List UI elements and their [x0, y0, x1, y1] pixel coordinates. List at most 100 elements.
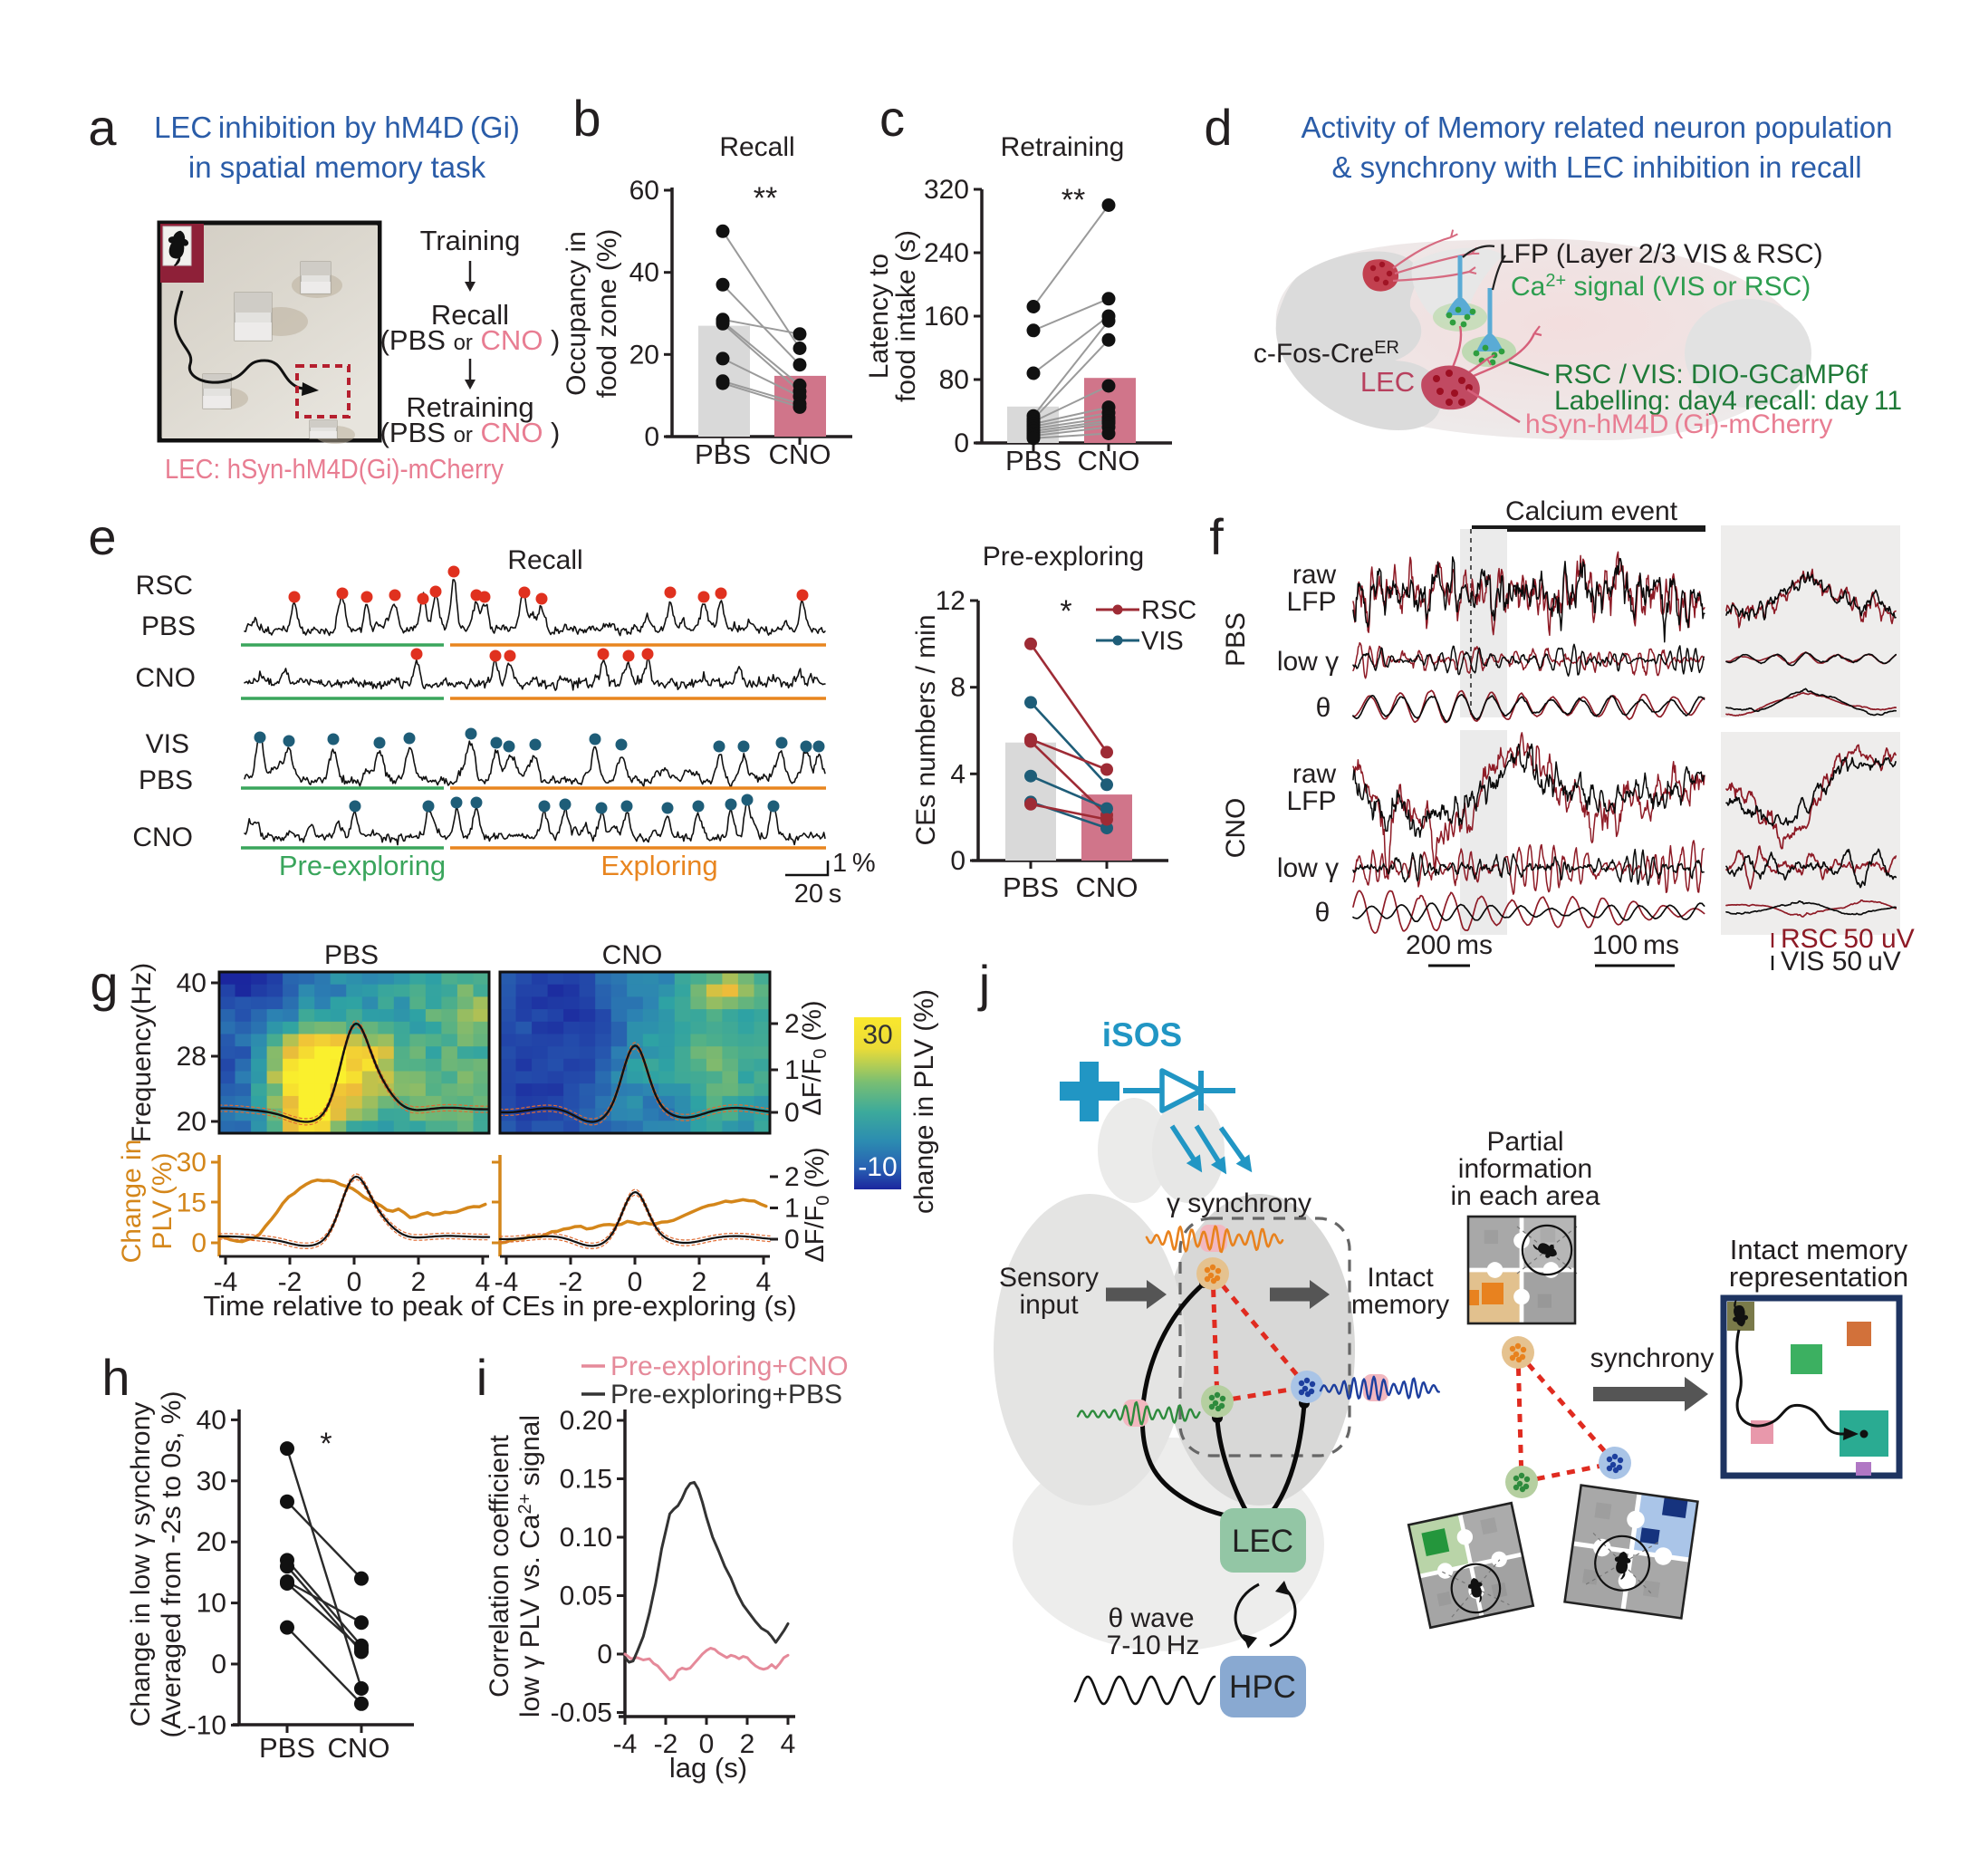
svg-text:RSC / VIS: DIO-GCaMP6f: RSC / VIS: DIO-GCaMP6f — [1554, 360, 1869, 390]
svg-text:LFP: LFP — [1286, 786, 1336, 816]
svg-text:-2: -2 — [559, 1267, 583, 1297]
svg-text:PBS: PBS — [324, 940, 379, 970]
svg-text:iSOS: iSOS — [1102, 1016, 1182, 1053]
svg-text:0.15: 0.15 — [560, 1465, 612, 1495]
svg-text:-0.05: -0.05 — [551, 1698, 612, 1728]
svg-text:0: 0 — [628, 1267, 643, 1297]
svg-text:e: e — [88, 508, 116, 565]
svg-text:**: ** — [754, 181, 777, 216]
svg-text:LEC: LEC — [1360, 366, 1415, 398]
svg-text:food intake (s): food intake (s) — [891, 230, 921, 402]
svg-text:memory: memory — [1351, 1290, 1449, 1320]
svg-text:Activity of Memory related neu: Activity of Memory related neuron popula… — [1301, 111, 1892, 144]
svg-text:20: 20 — [197, 1527, 226, 1557]
svg-text:0: 0 — [784, 1225, 800, 1255]
svg-text:g: g — [90, 955, 118, 1012]
svg-text:CNO: CNO — [328, 1732, 390, 1764]
svg-text:d: d — [1204, 99, 1232, 156]
svg-text:Retraining: Retraining — [406, 391, 533, 423]
svg-text:Pre-exploring: Pre-exploring — [279, 850, 446, 881]
svg-text:100 ms: 100 ms — [1592, 930, 1679, 960]
svg-text:LEC inhibition by hM4D (Gi): LEC inhibition by hM4D (Gi) — [154, 111, 520, 144]
svg-text:hSyn-hM4D (Gi)-mCherry: hSyn-hM4D (Gi)-mCherry — [1525, 409, 1832, 439]
svg-text:CNO: CNO — [769, 438, 831, 470]
svg-text:-10: -10 — [858, 1152, 897, 1182]
svg-text:VIS: VIS — [1141, 627, 1184, 656]
svg-text:raw: raw — [1292, 759, 1337, 789]
svg-text:CEs numbers / min: CEs numbers / min — [911, 614, 941, 845]
svg-text:2: 2 — [692, 1267, 707, 1297]
svg-text:Recall: Recall — [719, 132, 794, 162]
svg-text:40: 40 — [177, 968, 207, 998]
svg-text:40: 40 — [629, 258, 659, 288]
svg-text:ΔF/F0 (%): ΔF/F0 (%) — [801, 1147, 833, 1262]
svg-text:PBS: PBS — [695, 438, 751, 470]
svg-text:-4: -4 — [214, 1267, 238, 1297]
svg-text:2: 2 — [784, 1162, 800, 1192]
svg-text:CNO: CNO — [132, 823, 193, 852]
svg-text:θ wave: θ wave — [1108, 1603, 1194, 1633]
svg-text:4: 4 — [781, 1729, 796, 1759]
svg-text:30: 30 — [197, 1467, 226, 1496]
svg-text:4: 4 — [950, 759, 965, 789]
svg-text:VIS 50 uV: VIS 50 uV — [1781, 947, 1901, 976]
svg-text:representation: representation — [1729, 1261, 1908, 1293]
svg-text:12: 12 — [936, 586, 965, 616]
svg-text:RSC: RSC — [136, 571, 193, 601]
svg-text:10: 10 — [197, 1589, 226, 1619]
svg-text:PBS: PBS — [1003, 871, 1059, 903]
svg-text:200 ms: 200 ms — [1406, 930, 1493, 960]
svg-text:CNO: CNO — [1078, 445, 1140, 476]
svg-text:Pre-exploring+PBS: Pre-exploring+PBS — [610, 1380, 842, 1409]
svg-text:Correlation coefficient: Correlation coefficient — [485, 1435, 514, 1698]
svg-text:Ca2+ signal (VIS or RSC): Ca2+ signal (VIS or RSC) — [1511, 271, 1811, 302]
svg-text:LFP (Layer 2/3 VIS & RSC): LFP (Layer 2/3 VIS & RSC) — [1499, 239, 1823, 269]
svg-text:(Averaged from -2s to 0s, %): (Averaged from -2s to 0s, %) — [157, 1391, 187, 1738]
svg-text:-4: -4 — [613, 1729, 638, 1759]
svg-text:PBS: PBS — [1221, 612, 1251, 667]
svg-text:15: 15 — [177, 1188, 207, 1218]
svg-text:θ: θ — [1316, 693, 1331, 723]
svg-text:320: 320 — [924, 175, 969, 205]
svg-text:0: 0 — [597, 1640, 612, 1669]
svg-text:Calcium event: Calcium event — [1505, 496, 1678, 526]
svg-text:Change in: Change in — [117, 1140, 147, 1264]
svg-text:0: 0 — [954, 428, 969, 458]
svg-text:Retraining: Retraining — [1001, 132, 1125, 162]
svg-text:Recall: Recall — [507, 545, 582, 575]
svg-text:2: 2 — [411, 1267, 427, 1297]
svg-text:change in PLV (%): change in PLV (%) — [909, 989, 939, 1214]
svg-text:PBS: PBS — [141, 611, 196, 641]
svg-text:PBS: PBS — [259, 1732, 315, 1764]
svg-text:Training: Training — [420, 225, 521, 256]
svg-text:20: 20 — [177, 1107, 207, 1137]
svg-text:synchrony: synchrony — [1590, 1343, 1715, 1373]
svg-text:information: information — [1458, 1154, 1592, 1184]
svg-text:0: 0 — [950, 846, 965, 876]
svg-text:Intact: Intact — [1367, 1263, 1434, 1293]
svg-text:i: i — [476, 1349, 487, 1406]
svg-text:Labelling: day4 recall: day 11: Labelling: day4 recall: day 11 — [1554, 386, 1902, 416]
svg-text:1: 1 — [784, 1055, 800, 1085]
svg-text:80: 80 — [939, 365, 969, 395]
svg-text:CNO: CNO — [135, 663, 196, 693]
svg-text:1: 1 — [784, 1194, 800, 1224]
svg-text:low γ PLV vs. Ca2+ signal: low γ PLV vs. Ca2+ signal — [515, 1415, 545, 1717]
svg-text:0: 0 — [211, 1650, 226, 1679]
svg-text:60: 60 — [629, 176, 659, 206]
svg-text:20: 20 — [629, 340, 659, 370]
svg-text:Occupancy in: Occupancy in — [562, 231, 591, 396]
svg-text:Time relative to peak of CEs i: Time relative to peak of CEs in pre-expl… — [203, 1290, 796, 1322]
svg-text:7-10 Hz: 7-10 Hz — [1107, 1631, 1200, 1660]
svg-text:lag (s): lag (s) — [669, 1752, 747, 1784]
svg-text:& synchrony with LEC inhibitio: & synchrony with LEC inhibition in recal… — [1331, 150, 1861, 184]
svg-text:f: f — [1209, 508, 1224, 565]
svg-text:ΔF/F0 (%): ΔF/F0 (%) — [798, 1000, 831, 1115]
svg-text:low γ: low γ — [1277, 853, 1339, 883]
svg-text:RSC 50 uV: RSC 50 uV — [1781, 924, 1915, 954]
svg-text:Frequency(Hz): Frequency(Hz) — [127, 963, 157, 1142]
svg-text:θ: θ — [1315, 898, 1331, 928]
svg-text:LEC: hSyn-hM4D(Gi)-mCherry: LEC: hSyn-hM4D(Gi)-mCherry — [165, 453, 504, 485]
svg-text:Pre-exploring: Pre-exploring — [983, 542, 1144, 572]
svg-text:Sensory: Sensory — [999, 1263, 1099, 1293]
